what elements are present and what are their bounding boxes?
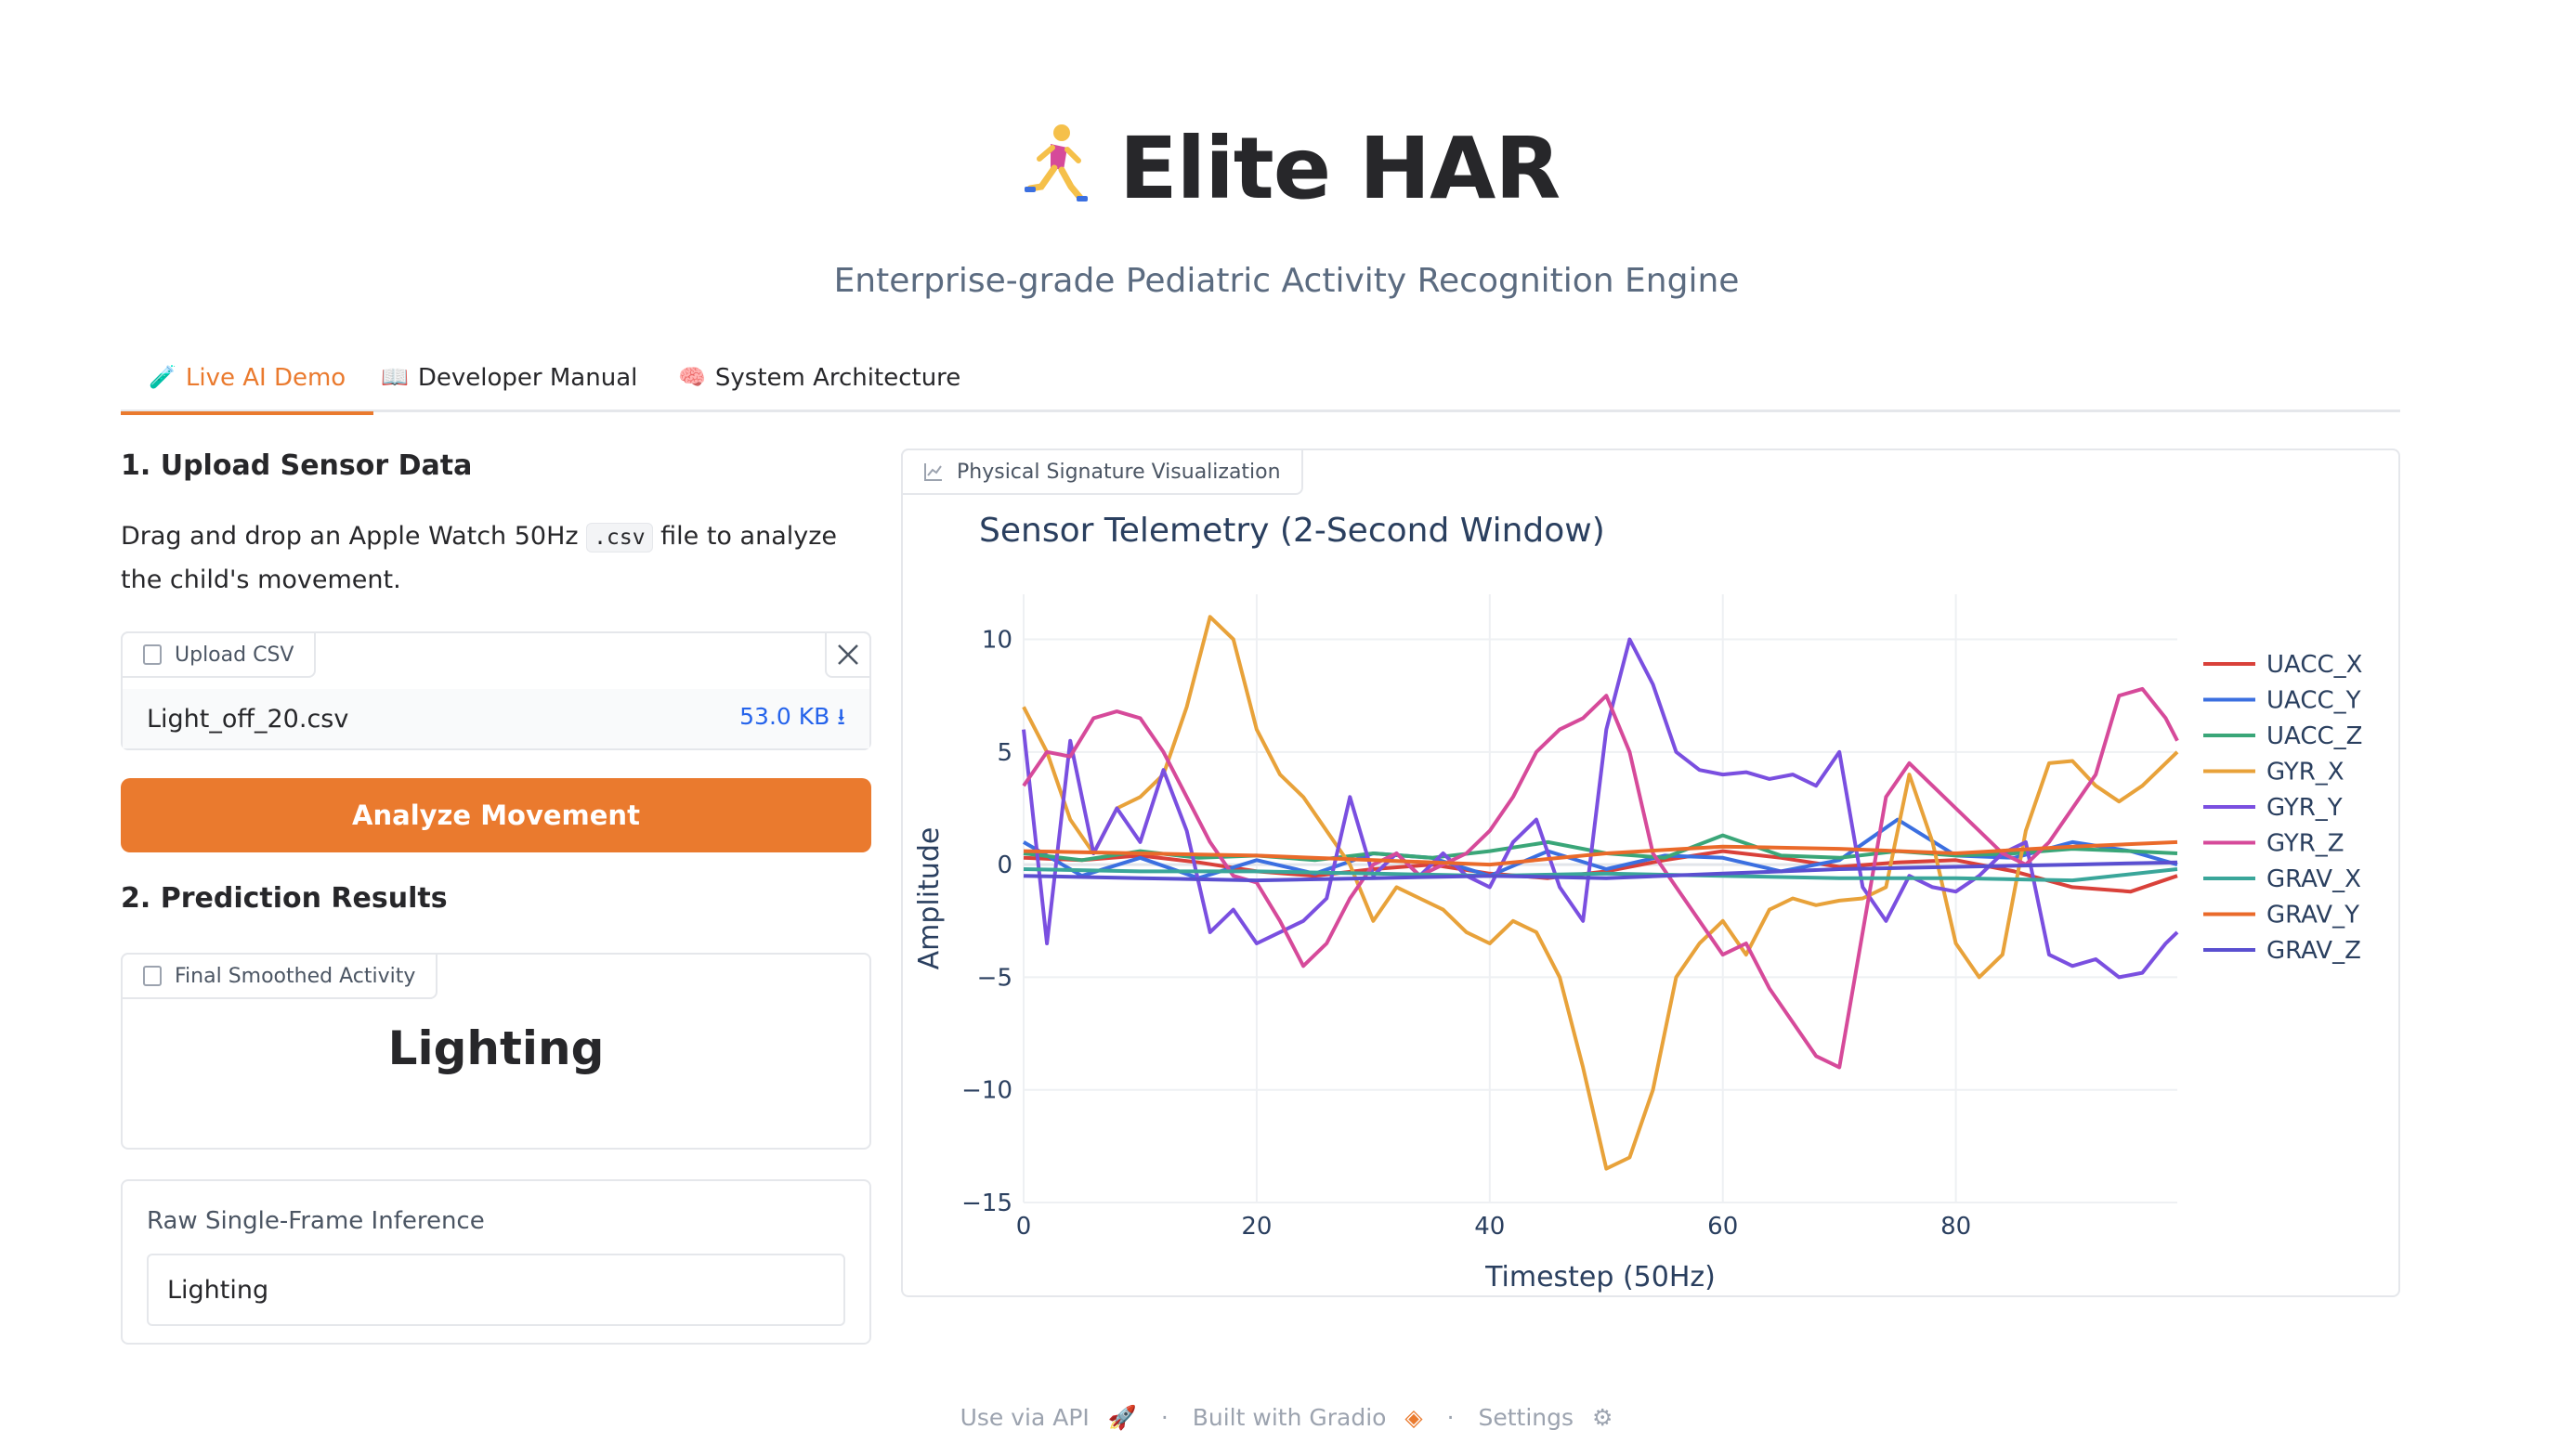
y-axis-label: Amplitude [913,827,946,970]
series-line-gyr-y [1022,637,2179,980]
x-tick-label: 40 [1474,1213,1505,1241]
visualization-panel: Physical Signature Visualization 0 20 40 60… [901,448,2400,1297]
x-tick-label: 20 [1241,1213,1272,1241]
x-tick-label: 60 [1707,1213,1738,1241]
y-tick-label: 0 [997,852,1012,879]
label-icon [143,966,162,986]
close-icon [838,644,858,665]
chart-title: Sensor Telemetry (2-Second Window) [979,512,1605,550]
tab-live-ai-demo[interactable]: 🧪 Live AI Demo [121,364,374,415]
settings-link[interactable]: Settings ⚙ [1478,1404,1613,1431]
legend-label: GRAV_Y [2266,902,2359,930]
legend-label: GYR_X [2266,759,2344,786]
footer: Use via API 🚀 · Built with Gradio ◈ · Se… [0,1404,2573,1432]
legend-label: GYR_Y [2266,794,2343,822]
sensor-chart: 0 20 40 60 80 −15 −10 −5 0 5 10 Sensor Telemetry (2… [913,512,2362,1294]
raw-inference-field[interactable]: Lighting [147,1254,845,1326]
legend-label: GRAV_Z [2266,937,2361,965]
file-download-link[interactable]: 53.0 KB ⭳ [739,702,845,730]
final-activity-value: Lighting [387,1021,605,1075]
tab-developer-manual[interactable]: 📖 Developer Manual [381,364,638,392]
test-tube-icon: 🧪 [149,364,176,390]
file-name: Light_off_20.csv [147,704,349,734]
y-tick-label: −15 [961,1190,1012,1217]
tab-bar: 🧪 Live AI Demo 📖 Developer Manual 🧠 Syst… [121,353,2400,415]
legend-label: GYR_Z [2266,830,2344,858]
x-axis-label: Timestep (50Hz) [1484,1261,1716,1294]
legend-label: UACC_Z [2266,722,2362,750]
rocket-icon: 🚀 [1107,1404,1137,1431]
raw-inference-panel: Raw Single-Frame Inference Lighting [121,1179,871,1345]
series-line-grav-x [1023,867,2178,883]
title-text: Elite HAR [1118,119,1561,218]
brain-icon: 🧠 [678,364,706,390]
use-via-api-link[interactable]: Use via API 🚀 [960,1404,1137,1431]
x-tick-label: 80 [1940,1213,1971,1241]
analyze-movement-button[interactable]: Analyze Movement [121,778,871,852]
tab-system-architecture[interactable]: 🧠 System Architecture [678,364,961,392]
y-tick-label: −10 [961,1077,1012,1105]
app-title: Elite HAR [0,119,2573,218]
y-tick-label: −5 [977,964,1012,992]
results-heading: 2. Prediction Results [121,882,448,915]
legend-label: UACC_X [2266,651,2362,679]
csv-code: .csv [586,523,653,552]
final-activity-label: Final Smoothed Activity [121,953,438,999]
series-line-grav-y [1023,839,2178,867]
visualization-label: Physical Signature Visualization [901,448,1303,495]
series-line-gyr-x [1022,615,2179,1171]
gear-icon: ⚙ [1592,1404,1613,1431]
legend-label: GRAV_X [2266,865,2361,893]
runner-icon [1024,124,1088,202]
upload-description: Drag and drop an Apple Watch 50Hz .csv f… [121,522,838,594]
chart-icon [924,463,942,481]
gradio-logo-icon: ◈ [1404,1404,1423,1431]
upload-heading: 1. Upload Sensor Data [121,449,473,482]
built-with-gradio-link[interactable]: Built with Gradio ◈ [1192,1404,1423,1431]
app-subtitle: Enterprise-grade Pediatric Activity Reco… [833,262,1740,300]
x-tick-label: 0 [1016,1213,1032,1241]
y-tick-label: 10 [982,627,1012,655]
uploaded-file-row: Light_off_20.csv 53.0 KB ⭳ [123,689,869,748]
file-icon [143,644,162,665]
final-activity-panel: Final Smoothed Activity Lighting [121,953,871,1150]
book-icon: 📖 [381,364,409,390]
y-tick-label: 5 [997,739,1012,767]
upload-csv-label: Upload CSV [121,631,317,678]
raw-inference-label: Raw Single-Frame Inference [147,1207,485,1235]
upload-csv-panel[interactable]: Upload CSV Light_off_20.csv 53.0 KB ⭳ [121,631,871,750]
series-line-grav-z [1023,860,2178,883]
legend-label: UACC_Y [2266,687,2361,715]
remove-file-button[interactable] [825,631,871,678]
